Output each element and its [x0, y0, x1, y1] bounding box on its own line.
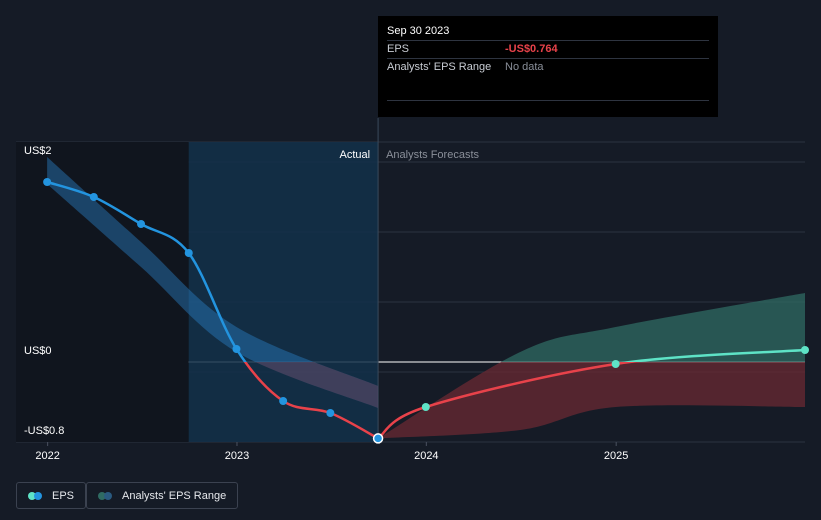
- eps-forecast-line-positive: [621, 348, 806, 362]
- y-tick-label: US$0: [24, 345, 52, 357]
- eps-point: [89, 193, 98, 201]
- y-tick-label: US$2: [24, 145, 52, 157]
- eps-point: [326, 409, 335, 417]
- actual-region-label: Actual: [340, 149, 371, 161]
- range-legend-icon: [98, 491, 114, 500]
- y-tick-label: -US$0.8: [24, 425, 64, 437]
- eps-lines: [46, 180, 806, 440]
- eps-legend-icon: [28, 491, 44, 500]
- tooltip-date: Sep 30 2023: [387, 25, 450, 37]
- eps-points: [43, 178, 809, 444]
- chart-regions: Actual Analysts Forecasts: [16, 118, 479, 442]
- eps-forecast-line-negative: [377, 362, 642, 440]
- x-tick-label: 2024: [414, 450, 438, 462]
- eps-point: [421, 403, 430, 411]
- eps-tooltip: Sep 30 2023 EPS -US$0.764 Analysts' EPS …: [378, 16, 718, 117]
- eps-point: [184, 249, 193, 257]
- range-bands: [47, 157, 805, 439]
- tooltip-range-label: Analysts' EPS Range: [387, 61, 492, 73]
- eps-point: [137, 220, 146, 228]
- forecast-range-band-negative: [378, 362, 805, 439]
- eps-point: [279, 397, 288, 405]
- tooltip-range-row: Analysts' EPS Range No data: [387, 58, 709, 76]
- tooltip-eps-row: EPS -US$0.764: [387, 40, 709, 58]
- x-tick-label: 2022: [35, 450, 59, 462]
- tooltip-divider: [387, 100, 709, 101]
- tooltip-eps-value: -US$0.764: [505, 43, 558, 55]
- legend-range-label: Analysts' EPS Range: [122, 489, 227, 502]
- tooltip-range-value: No data: [505, 61, 544, 73]
- highlight-region: [188, 142, 379, 442]
- forecast-range-band-positive: [500, 293, 805, 362]
- forecast-region-label: Analysts Forecasts: [386, 149, 479, 161]
- actual-range-band: [47, 157, 379, 408]
- x-tick-label: 2025: [604, 450, 628, 462]
- actual-range-band-negative: [255, 362, 379, 408]
- tooltip-eps-label: EPS: [387, 43, 410, 55]
- eps-point: [232, 345, 241, 353]
- legend-eps-label: EPS: [52, 489, 75, 502]
- eps-actual-line-negative: [243, 362, 379, 440]
- eps-actual-line-positive: [46, 180, 247, 362]
- legend-eps[interactable]: EPS: [16, 482, 87, 509]
- axis-ticks: US$2 US$0 -US$0.8 2022 2023 2024 2025: [24, 145, 628, 462]
- eps-point: [801, 346, 809, 354]
- x-tick-label: 2023: [225, 450, 249, 462]
- past-region: [16, 142, 189, 442]
- eps-point: [43, 178, 52, 186]
- eps-highlight-point: [372, 433, 384, 444]
- eps-point: [611, 360, 620, 368]
- legend-eps-range[interactable]: Analysts' EPS Range: [86, 482, 239, 509]
